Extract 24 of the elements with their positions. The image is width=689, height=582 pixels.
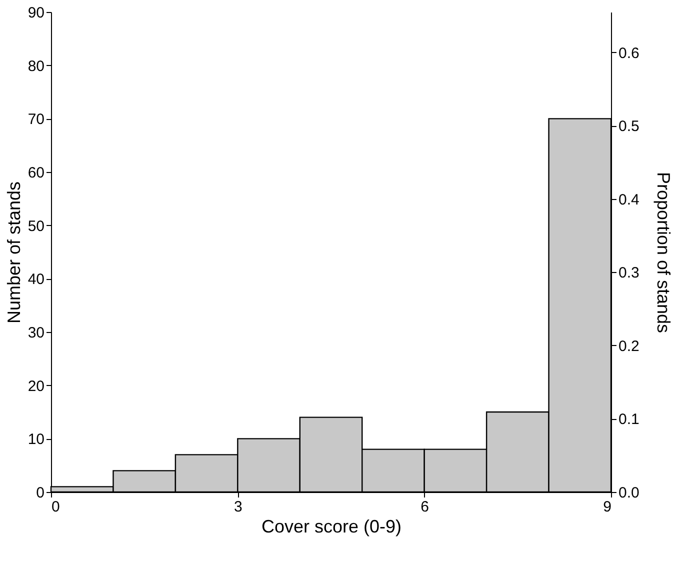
y-tick-label: 0 xyxy=(36,484,44,502)
y2-axis-title: Proportion of stands xyxy=(653,172,674,334)
y-tick-label: 70 xyxy=(28,111,44,128)
x-tick-label: 3 xyxy=(234,498,242,516)
y2-tick-label: 0.4 xyxy=(618,191,640,208)
y-tick-label: 40 xyxy=(28,271,44,288)
y-tick-label: 10 xyxy=(28,431,44,448)
y-tick-label: 30 xyxy=(28,324,44,342)
y-tick-label: 60 xyxy=(28,164,44,182)
x-tick-label: 9 xyxy=(603,498,612,516)
y-tick-label: 90 xyxy=(28,4,44,22)
x-axis-title: Cover score (0-9) xyxy=(261,516,402,536)
y-tick-label: 20 xyxy=(28,378,44,395)
x-tick-label: 0 xyxy=(52,498,60,516)
y2-tick-label: 0.2 xyxy=(618,338,640,355)
y-tick-label: 50 xyxy=(28,218,44,235)
y2-tick-label: 0.5 xyxy=(618,118,640,136)
y2-tick-label: 0.0 xyxy=(618,484,640,502)
y-tick-label: 80 xyxy=(28,58,44,75)
y2-tick-label: 0.1 xyxy=(618,411,640,428)
y-axis-title: Number of stands xyxy=(4,181,24,324)
x-tick-label: 6 xyxy=(420,498,430,516)
y2-tick-label: 0.3 xyxy=(618,264,640,282)
y2-tick-label: 0.6 xyxy=(618,44,640,62)
